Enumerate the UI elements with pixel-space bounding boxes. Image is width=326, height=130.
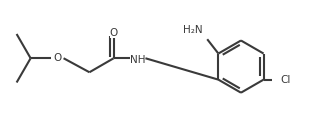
Text: H₂N: H₂N	[183, 25, 202, 35]
Text: NH: NH	[130, 55, 145, 65]
Text: O: O	[53, 53, 61, 63]
Text: Cl: Cl	[280, 75, 291, 85]
Text: O: O	[110, 28, 118, 38]
